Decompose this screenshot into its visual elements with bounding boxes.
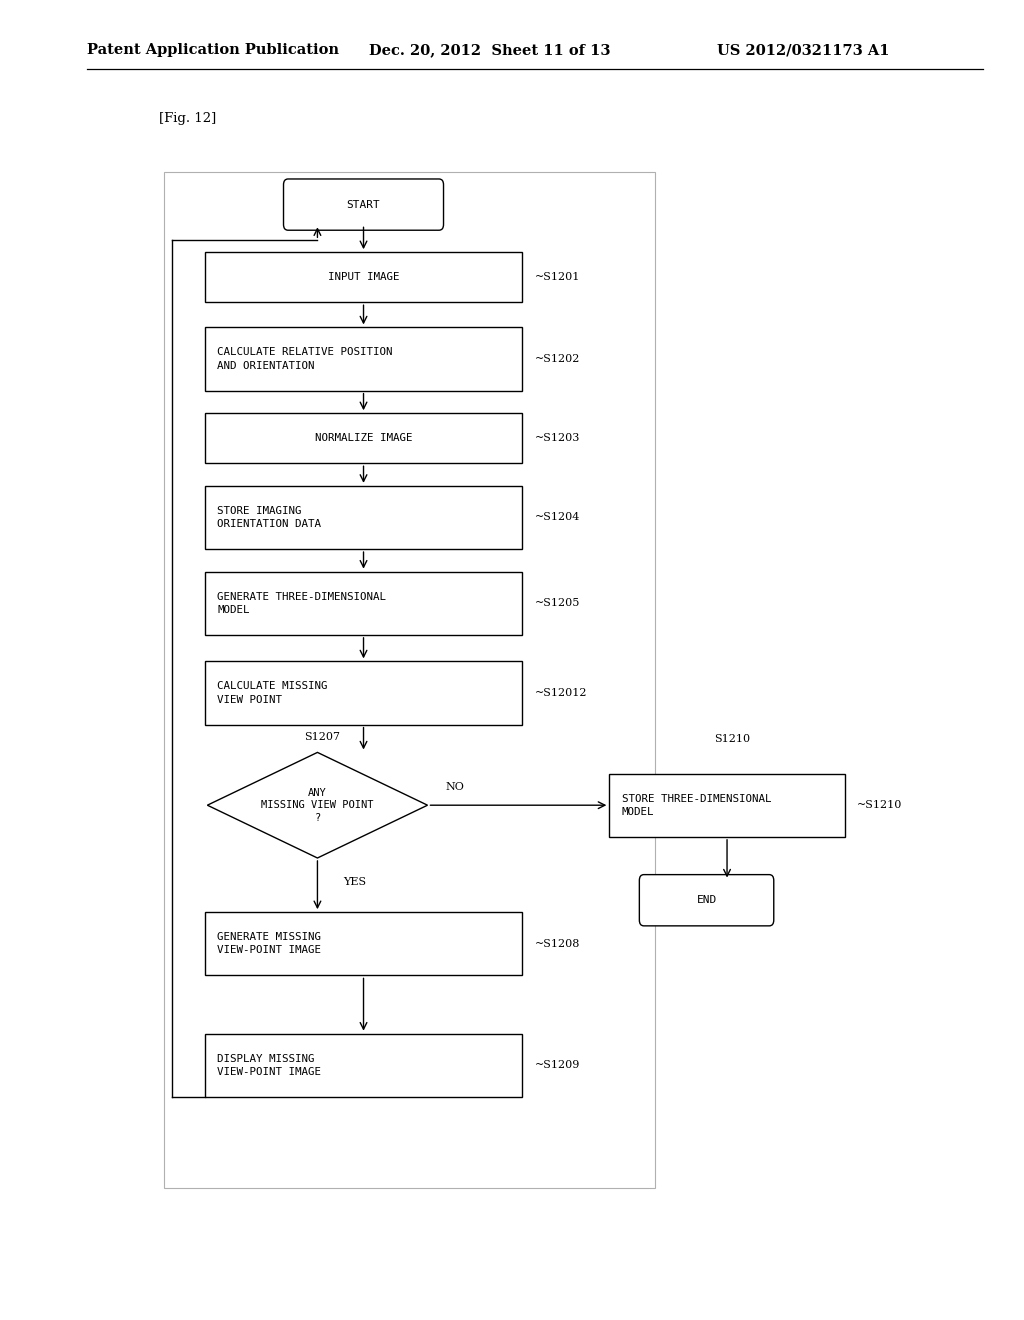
Text: STORE IMAGING
ORIENTATION DATA: STORE IMAGING ORIENTATION DATA <box>217 506 322 529</box>
Text: S1207: S1207 <box>304 731 341 742</box>
Text: CALCULATE RELATIVE POSITION
AND ORIENTATION: CALCULATE RELATIVE POSITION AND ORIENTAT… <box>217 347 392 371</box>
Text: ~S1203: ~S1203 <box>535 433 580 444</box>
Text: ~S1209: ~S1209 <box>535 1060 580 1071</box>
Text: GENERATE THREE-DIMENSIONAL
MODEL: GENERATE THREE-DIMENSIONAL MODEL <box>217 591 386 615</box>
Text: END: END <box>696 895 717 906</box>
FancyBboxPatch shape <box>639 875 774 925</box>
Bar <box>609 774 845 837</box>
Text: ~S1204: ~S1204 <box>535 512 580 523</box>
Bar <box>205 413 522 463</box>
Bar <box>205 486 522 549</box>
Bar <box>205 1034 522 1097</box>
Bar <box>205 661 522 725</box>
Text: ~S1210: ~S1210 <box>857 800 902 810</box>
Text: ~S1205: ~S1205 <box>535 598 580 609</box>
Text: Dec. 20, 2012  Sheet 11 of 13: Dec. 20, 2012 Sheet 11 of 13 <box>369 44 610 57</box>
Text: S1210: S1210 <box>714 734 751 744</box>
Bar <box>205 327 522 391</box>
Text: INPUT IMAGE: INPUT IMAGE <box>328 272 399 282</box>
Text: START: START <box>347 199 380 210</box>
Bar <box>164 172 655 1188</box>
Text: NO: NO <box>446 781 465 792</box>
Bar <box>205 572 522 635</box>
Text: CALCULATE MISSING
VIEW POINT: CALCULATE MISSING VIEW POINT <box>217 681 328 705</box>
Polygon shape <box>207 752 428 858</box>
Text: ~S1208: ~S1208 <box>535 939 580 949</box>
Text: [Fig. 12]: [Fig. 12] <box>159 112 216 125</box>
Text: NORMALIZE IMAGE: NORMALIZE IMAGE <box>314 433 413 444</box>
Bar <box>205 252 522 302</box>
Text: ANY
MISSING VIEW POINT
?: ANY MISSING VIEW POINT ? <box>261 788 374 822</box>
Text: YES: YES <box>343 876 367 887</box>
Text: GENERATE MISSING
VIEW-POINT IMAGE: GENERATE MISSING VIEW-POINT IMAGE <box>217 932 322 956</box>
Text: Patent Application Publication: Patent Application Publication <box>87 44 339 57</box>
Text: ~S1201: ~S1201 <box>535 272 580 282</box>
Text: ~S12012: ~S12012 <box>535 688 587 698</box>
FancyBboxPatch shape <box>284 180 443 230</box>
Text: DISPLAY MISSING
VIEW-POINT IMAGE: DISPLAY MISSING VIEW-POINT IMAGE <box>217 1053 322 1077</box>
Text: ~S1202: ~S1202 <box>535 354 580 364</box>
Text: STORE THREE-DIMENSIONAL
MODEL: STORE THREE-DIMENSIONAL MODEL <box>622 793 771 817</box>
Bar <box>205 912 522 975</box>
Text: US 2012/0321173 A1: US 2012/0321173 A1 <box>717 44 889 57</box>
